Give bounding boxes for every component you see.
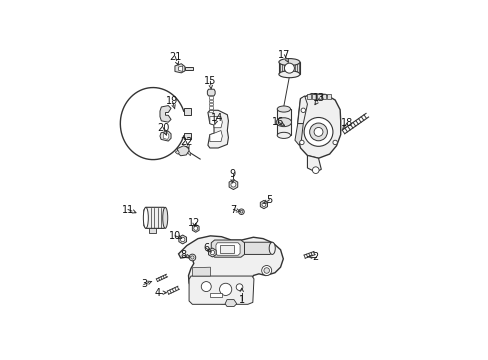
- Polygon shape: [187, 151, 190, 156]
- Ellipse shape: [268, 242, 275, 255]
- Circle shape: [238, 209, 244, 215]
- Ellipse shape: [278, 71, 299, 78]
- Text: 4: 4: [154, 288, 161, 298]
- Polygon shape: [229, 180, 237, 190]
- Ellipse shape: [277, 106, 290, 112]
- Text: 20: 20: [157, 123, 169, 133]
- Circle shape: [189, 254, 195, 261]
- Circle shape: [301, 108, 305, 112]
- Ellipse shape: [278, 59, 299, 66]
- Polygon shape: [316, 94, 320, 99]
- Circle shape: [313, 127, 322, 136]
- Polygon shape: [297, 96, 307, 123]
- Text: 10: 10: [169, 231, 181, 241]
- Circle shape: [236, 284, 243, 291]
- Text: 21: 21: [169, 51, 181, 62]
- Polygon shape: [219, 245, 233, 253]
- Text: 5: 5: [266, 195, 272, 205]
- Circle shape: [240, 210, 243, 213]
- Text: 18: 18: [340, 118, 352, 128]
- Text: 2: 2: [312, 252, 318, 262]
- Ellipse shape: [276, 118, 291, 127]
- Polygon shape: [210, 293, 221, 297]
- Polygon shape: [297, 94, 340, 158]
- Circle shape: [261, 266, 271, 275]
- Polygon shape: [278, 62, 299, 74]
- Polygon shape: [207, 110, 228, 148]
- Polygon shape: [189, 276, 253, 304]
- Text: 8: 8: [180, 250, 186, 260]
- Circle shape: [262, 203, 265, 207]
- Polygon shape: [160, 105, 171, 122]
- Polygon shape: [178, 236, 283, 304]
- Polygon shape: [209, 103, 213, 105]
- Polygon shape: [321, 94, 325, 99]
- Circle shape: [190, 256, 194, 259]
- Polygon shape: [224, 300, 236, 306]
- Polygon shape: [192, 225, 199, 232]
- Text: 1: 1: [238, 294, 244, 305]
- Text: 7: 7: [230, 204, 236, 215]
- Polygon shape: [326, 94, 330, 99]
- Ellipse shape: [163, 207, 167, 228]
- Text: 14: 14: [210, 113, 223, 123]
- Circle shape: [304, 117, 332, 146]
- Text: 3: 3: [141, 279, 147, 289]
- Circle shape: [284, 63, 294, 73]
- Polygon shape: [183, 108, 190, 114]
- Polygon shape: [294, 123, 303, 145]
- Polygon shape: [260, 201, 267, 209]
- Text: 12: 12: [188, 219, 201, 228]
- Circle shape: [201, 282, 211, 292]
- Polygon shape: [307, 156, 321, 172]
- Polygon shape: [183, 132, 190, 139]
- Polygon shape: [177, 146, 189, 156]
- Polygon shape: [149, 228, 156, 233]
- Ellipse shape: [143, 207, 148, 228]
- Polygon shape: [209, 100, 213, 102]
- Circle shape: [210, 250, 214, 255]
- Text: 6: 6: [203, 243, 209, 253]
- Text: 9: 9: [229, 169, 235, 179]
- Polygon shape: [208, 248, 216, 257]
- Text: 15: 15: [204, 76, 216, 86]
- Polygon shape: [209, 110, 213, 112]
- Text: 22: 22: [180, 136, 192, 147]
- Circle shape: [180, 237, 184, 242]
- Text: 11: 11: [122, 204, 134, 215]
- Circle shape: [193, 226, 197, 230]
- Polygon shape: [175, 150, 179, 154]
- Polygon shape: [306, 94, 310, 99]
- Polygon shape: [160, 131, 171, 141]
- Text: 16: 16: [272, 117, 284, 127]
- Text: 13: 13: [313, 93, 325, 103]
- Polygon shape: [209, 117, 222, 128]
- Text: 17: 17: [278, 50, 290, 60]
- Polygon shape: [311, 94, 315, 99]
- Polygon shape: [209, 131, 222, 141]
- Polygon shape: [209, 96, 213, 99]
- Circle shape: [230, 182, 235, 187]
- Polygon shape: [216, 243, 240, 255]
- Circle shape: [332, 140, 337, 145]
- Circle shape: [299, 140, 304, 145]
- Polygon shape: [143, 207, 165, 228]
- Polygon shape: [244, 242, 272, 255]
- Circle shape: [264, 268, 269, 273]
- Polygon shape: [211, 240, 244, 257]
- Circle shape: [309, 123, 327, 141]
- Polygon shape: [207, 89, 215, 96]
- Text: 19: 19: [166, 96, 178, 107]
- Circle shape: [312, 167, 319, 174]
- Polygon shape: [163, 133, 168, 139]
- Polygon shape: [184, 67, 193, 70]
- Polygon shape: [209, 107, 213, 109]
- Polygon shape: [175, 64, 184, 73]
- Polygon shape: [178, 66, 183, 72]
- Ellipse shape: [277, 132, 290, 138]
- Polygon shape: [277, 109, 290, 135]
- Circle shape: [219, 283, 231, 296]
- Polygon shape: [179, 235, 186, 244]
- Polygon shape: [192, 267, 210, 276]
